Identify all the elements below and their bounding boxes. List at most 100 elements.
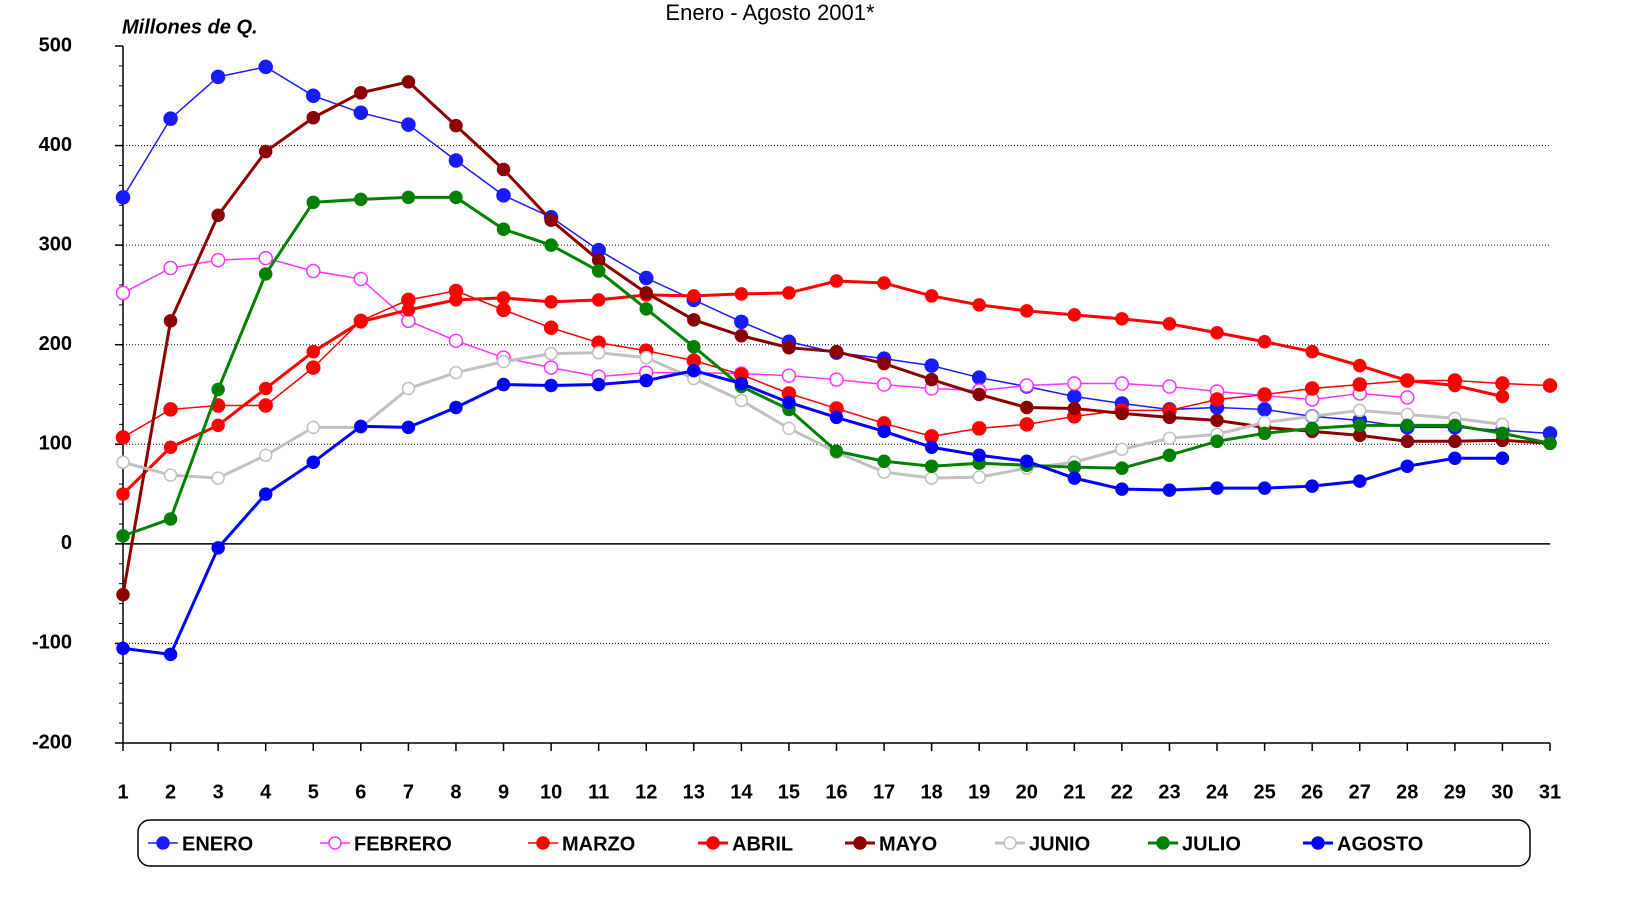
series-marker: [496, 162, 511, 177]
series-marker: [1162, 379, 1177, 394]
legend-label: MARZO: [562, 833, 635, 855]
series-marker: [877, 276, 891, 290]
series-marker: [924, 440, 939, 455]
legend-marker: [156, 836, 170, 850]
series-marker: [1400, 373, 1415, 388]
series-marker: [163, 468, 178, 482]
series-marker: [591, 264, 606, 278]
legend-label: MAYO: [879, 833, 937, 855]
series-marker: [1495, 389, 1510, 404]
x-tick-label: 14: [730, 781, 753, 803]
series-marker: [1304, 381, 1320, 396]
series-marker: [401, 117, 416, 132]
x-tick-label: 8: [450, 781, 461, 803]
series-marker: [210, 69, 226, 85]
series-marker: [116, 529, 130, 543]
x-tick-label: 11: [588, 781, 609, 803]
series-marker: [782, 286, 796, 300]
x-tick-label: 2: [165, 781, 176, 803]
series-marker: [924, 372, 939, 387]
series-marker: [1162, 448, 1177, 462]
series-marker: [782, 340, 796, 355]
x-tick-label: 15: [778, 781, 800, 803]
series-marker: [353, 271, 369, 287]
series-marker: [354, 192, 368, 207]
series-marker: [687, 313, 701, 327]
series-marker: [353, 105, 369, 120]
y-tick-label: 500: [39, 34, 72, 56]
x-tick-label: 30: [1491, 781, 1513, 803]
series-marker: [734, 329, 749, 343]
series-marker: [210, 252, 226, 268]
series-marker: [877, 454, 891, 468]
series-marker: [258, 250, 273, 266]
series-marker: [687, 289, 701, 303]
series-marker: [116, 587, 130, 602]
y-tick-label: -100: [32, 632, 72, 654]
series-line: [122, 351, 1503, 480]
series-marker: [639, 373, 653, 388]
series-marker: [306, 263, 321, 279]
series-marker: [829, 444, 844, 459]
series-marker: [639, 302, 653, 316]
legend-marker: [1311, 836, 1325, 850]
series-marker: [163, 440, 178, 455]
legend-label: ENERO: [182, 833, 253, 855]
series-marker: [116, 455, 130, 469]
legend-label: JULIO: [1182, 833, 1241, 855]
series-marker: [687, 339, 701, 354]
series-marker: [971, 370, 987, 385]
series-marker: [782, 421, 796, 436]
series-marker: [306, 455, 321, 469]
x-tick-label: 7: [403, 781, 414, 803]
series-marker: [354, 86, 368, 100]
series-marker: [544, 213, 558, 227]
legend-marker: [853, 836, 867, 850]
series-marker: [1210, 481, 1224, 495]
series-marker: [544, 238, 558, 252]
series-marker: [449, 118, 463, 133]
series-marker: [829, 372, 844, 387]
series-marker: [1352, 358, 1367, 373]
series-marker: [687, 363, 701, 378]
series-marker: [116, 487, 130, 501]
series-marker: [115, 430, 131, 445]
series-marker: [306, 360, 321, 375]
series-marker: [496, 188, 511, 203]
x-tick-label: 19: [968, 781, 990, 803]
legend-marker: [706, 836, 720, 850]
chart-title: Enero - Agosto 2001*: [665, 0, 875, 25]
series-marker: [401, 420, 416, 435]
x-tick-label: 3: [213, 781, 224, 803]
series-marker: [924, 289, 939, 303]
series-marker: [163, 402, 178, 417]
x-tick-label: 22: [1111, 781, 1133, 803]
x-tick-label: 23: [1158, 781, 1180, 803]
series-marker: [1067, 460, 1082, 474]
series-marker: [163, 314, 178, 328]
series-marker: [258, 144, 273, 159]
series-marker: [354, 419, 368, 434]
series-marker: [1495, 376, 1510, 391]
series-marker: [163, 260, 178, 276]
legend-marker: [328, 836, 342, 850]
y-axis-label: Millones de Q.: [122, 16, 258, 38]
series-marker: [401, 303, 416, 317]
x-tick-label: 26: [1301, 781, 1323, 803]
series-marker: [638, 270, 654, 286]
series-marker: [401, 190, 416, 205]
series-marker: [306, 110, 321, 125]
series-marker: [829, 344, 844, 359]
series-marker: [1115, 461, 1129, 475]
series-marker: [116, 641, 130, 656]
series-marker: [449, 365, 463, 380]
series-marker: [591, 345, 606, 360]
series-marker: [448, 153, 464, 168]
series-marker: [876, 377, 892, 392]
y-tick-label: 0: [61, 532, 72, 554]
series-marker: [496, 377, 511, 392]
series-marker: [877, 356, 891, 371]
series-marker: [877, 465, 891, 479]
series-marker: [115, 190, 131, 205]
series-marker: [1115, 482, 1129, 496]
